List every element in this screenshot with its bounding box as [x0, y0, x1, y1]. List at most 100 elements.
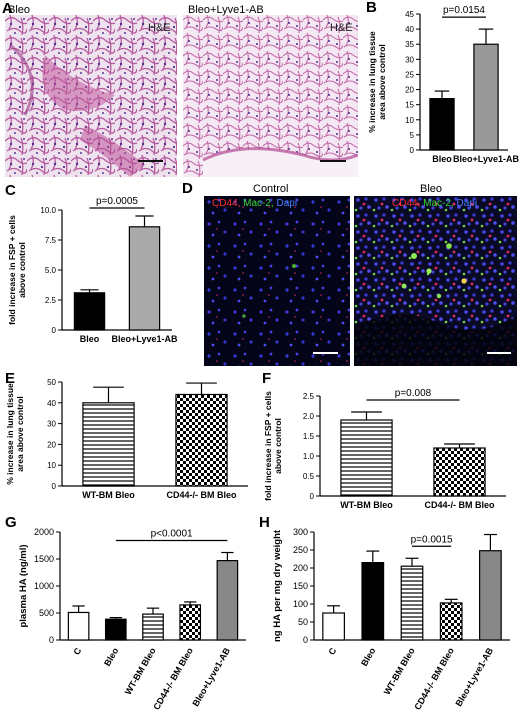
bar-4	[179, 604, 202, 641]
if-micrograph-bleo	[354, 196, 517, 366]
y-axis-label: fold increase in FSP + cellsabove contro…	[7, 215, 27, 325]
he-micrograph-bleo	[5, 15, 177, 177]
y-tick-label: 0	[303, 635, 308, 645]
scale-bar-if-right	[487, 352, 511, 354]
scale-bar-he-right	[320, 160, 346, 162]
y-tick-label: 0	[52, 326, 57, 335]
y-tick-label: 0	[310, 492, 315, 501]
bar-2	[473, 43, 499, 151]
x-tick-label: WT-BM Bleo	[382, 646, 417, 697]
chart-panel-b: B % increase in lung tissuearea above con…	[366, 0, 519, 164]
y-tick-label: 300	[293, 527, 308, 537]
y-axis-label: % increase in lung tissuearea above cont…	[5, 383, 25, 485]
y-tick-label: 1000	[34, 581, 54, 591]
significance-label: p=0.008	[395, 388, 432, 399]
x-tick-label: Bleo+Lyve1-AB	[453, 154, 519, 164]
y-tick-label: 10.0	[40, 206, 56, 215]
he-right-title: Bleo+Lyve1-AB	[188, 4, 264, 16]
x-tick-label: WT-BM Bleo	[82, 490, 135, 500]
cd44-label-right: CD44,	[392, 198, 421, 209]
he-tissue-texture-right	[183, 15, 358, 177]
panel-letter-e: E	[5, 370, 15, 387]
x-tick-label: Bleo+Lyve1-AB	[190, 646, 232, 709]
panel-letter-c: C	[5, 182, 16, 199]
y-tick-label: 10	[47, 461, 56, 470]
y-tick-label: 45	[405, 10, 414, 19]
bar-1	[82, 402, 135, 487]
y-tick-label: 5	[410, 131, 415, 140]
if-right-title: Bleo	[420, 183, 443, 195]
bar-5	[479, 550, 502, 641]
y-axis-label-line: fold increase in FSP + cells	[7, 215, 17, 325]
bar-2	[104, 618, 127, 641]
y-tick-label: 250	[293, 545, 308, 555]
y-tick-label: 500	[39, 608, 54, 618]
he-right-stain-label: H&E	[330, 22, 353, 34]
x-tick-label: Bleo	[102, 646, 121, 668]
panel-letter-h: H	[259, 514, 270, 531]
panel-letter-b: B	[366, 0, 377, 16]
y-tick-label: 0	[52, 482, 57, 491]
panel-letter-g: G	[5, 514, 17, 531]
y-tick-label: 10	[405, 116, 414, 125]
chart-panel-h: Hng HA per mg dry weight 0 50 100 150 200 250 3…	[259, 514, 510, 712]
y-axis-label-line: area above control	[377, 44, 387, 120]
bar-1	[322, 612, 345, 641]
bar-3	[400, 565, 424, 641]
panel-letter-d: D	[182, 180, 193, 197]
x-tick-label: CD44-/- BM Bleo	[424, 500, 495, 510]
he-left-title: Bleo	[8, 4, 31, 16]
mac2-label-right: Mac-2,	[423, 198, 454, 209]
x-tick-label: WT-BM Bleo	[340, 500, 393, 510]
y-tick-label: 40	[47, 399, 56, 408]
y-tick-label: 1500	[34, 554, 54, 564]
he-left-stain-label: H&E	[148, 22, 171, 34]
x-tick-label: CD44-/- BM Bleo	[412, 646, 456, 712]
y-tick-label: 20	[47, 440, 56, 449]
y-tick-label: 200	[293, 563, 308, 573]
dapi-label-left: Dapi	[276, 198, 298, 209]
if-right-stain-labels: CD44, Mac-2, Dapi	[392, 198, 477, 209]
y-tick-label: 30	[405, 55, 414, 64]
if-bleo-cells	[354, 196, 517, 366]
bar-2	[128, 226, 161, 331]
significance-label: p=0.0005	[96, 196, 138, 207]
y-tick-label: 20	[405, 86, 414, 95]
x-tick-label: C	[71, 646, 83, 657]
y-tick-label: 150	[293, 581, 308, 591]
y-axis-label-line: ng HA per mg dry weight	[272, 529, 283, 642]
y-tick-label: 1.5	[303, 432, 315, 441]
bar-1	[340, 419, 393, 497]
if-left-title: Control	[253, 183, 289, 195]
dapi-label-right: Dapi	[456, 198, 478, 209]
panel-letter-f: F	[262, 370, 271, 387]
y-tick-label: 0	[49, 635, 54, 645]
y-tick-label: 50	[298, 617, 308, 627]
y-tick-label: 0.5	[303, 472, 315, 481]
y-tick-label: 2.5	[303, 392, 315, 401]
y-axis-label: ng HA per mg dry weight	[272, 529, 283, 642]
scale-bar-if-left	[313, 352, 338, 354]
y-tick-label: 15	[405, 101, 414, 110]
y-tick-label: 2000	[34, 527, 54, 537]
if-micrograph-control	[204, 196, 350, 366]
y-tick-label: 100	[293, 599, 308, 609]
panel-letter-a: A	[2, 0, 13, 17]
x-tick-label: C	[326, 646, 338, 657]
significance-label: p=0.0154	[443, 5, 485, 16]
y-tick-label: 1.0	[303, 452, 315, 461]
y-tick-label: 0	[410, 146, 415, 155]
if-left-stain-labels: CD44, Mac-2, Dapi	[212, 198, 297, 209]
bar-5	[216, 560, 239, 641]
y-tick-label: 7.5	[45, 236, 57, 245]
cd44-label-left: CD44,	[212, 198, 241, 209]
significance-label: p<0.0001	[151, 529, 193, 540]
significance-label: p=0.0015	[411, 534, 453, 545]
he-tissue-texture-left	[5, 15, 177, 177]
y-axis-label: fold increase in FSP + cellsabove contro…	[263, 391, 283, 501]
y-tick-label: 35	[405, 40, 414, 49]
x-tick-label: Bleo+Lyve1-AB	[112, 334, 178, 344]
